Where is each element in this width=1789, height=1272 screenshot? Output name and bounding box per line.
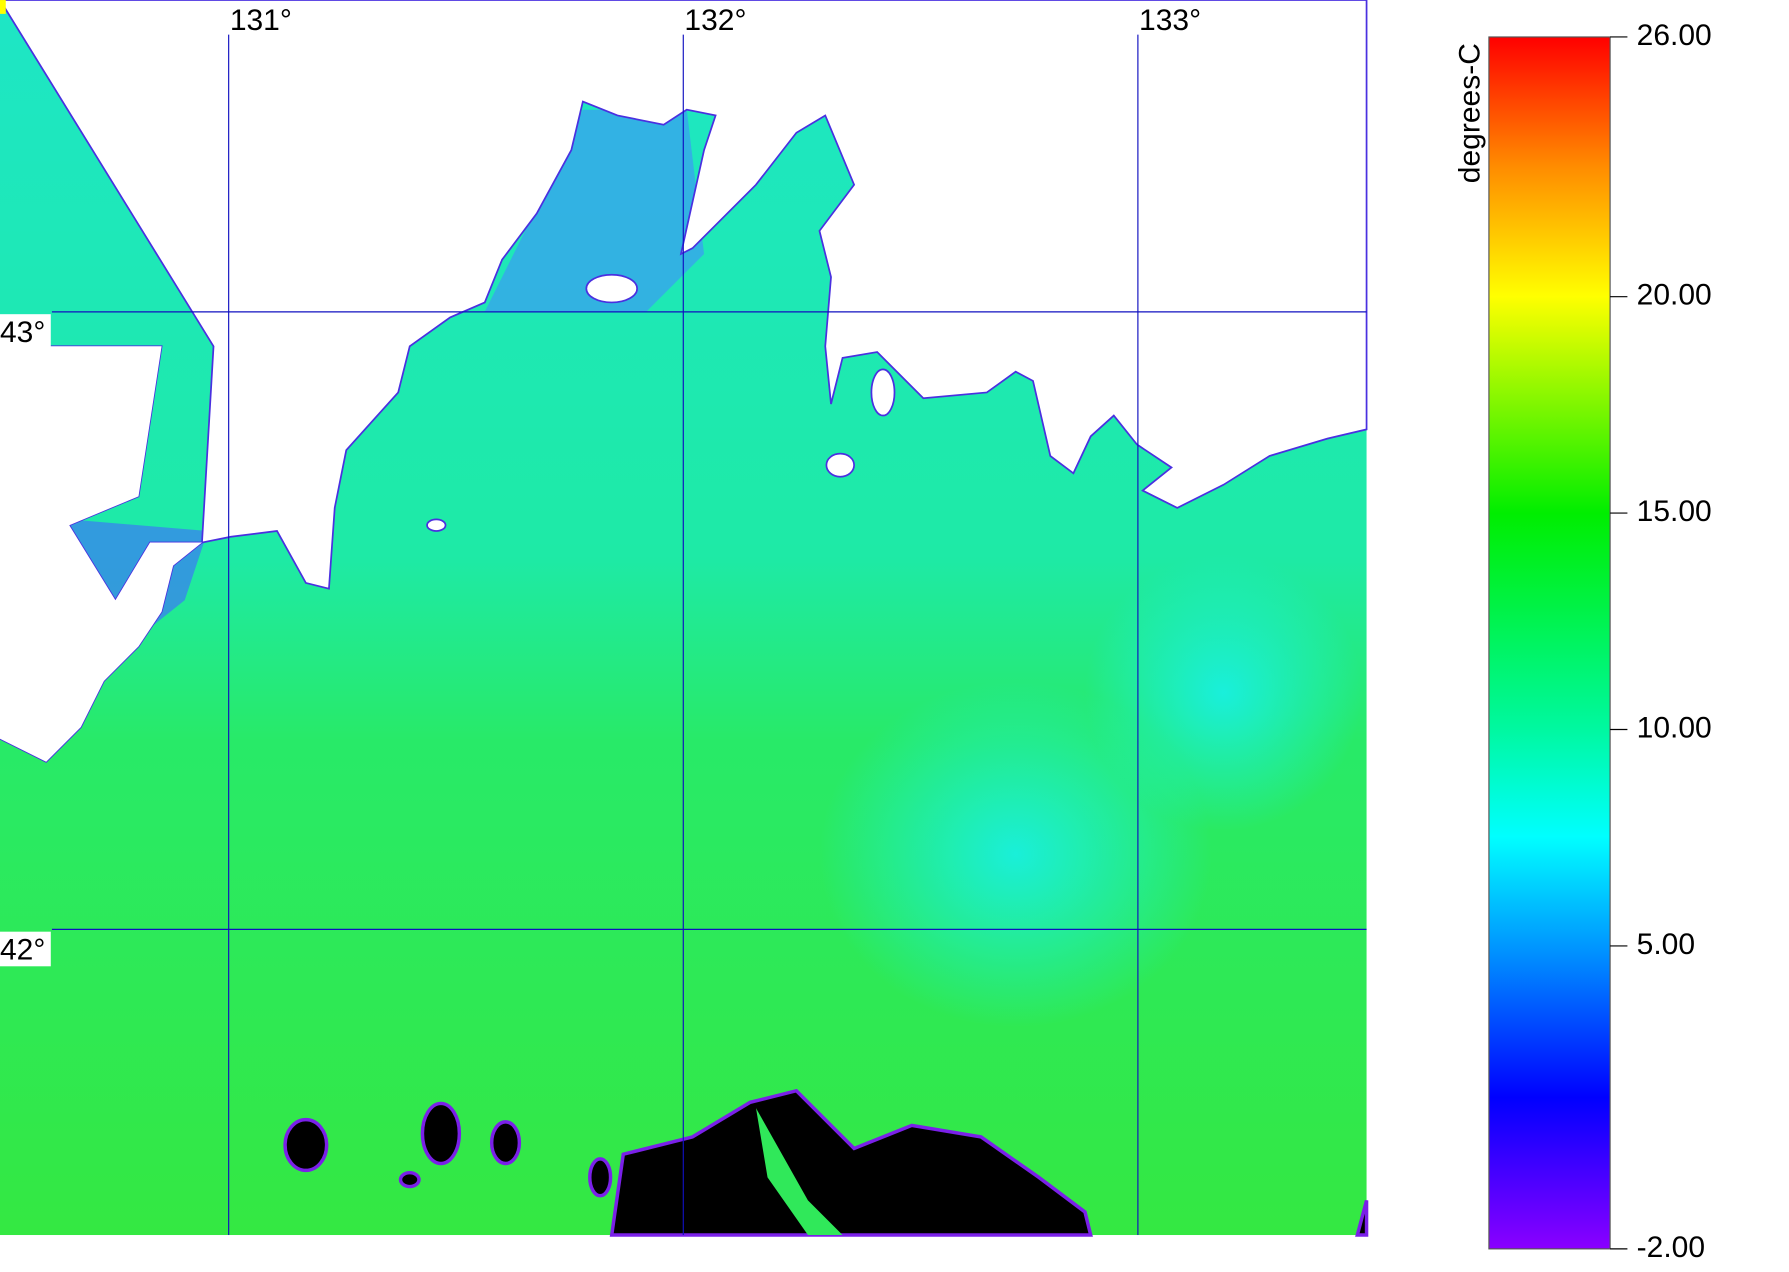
colorbar-tick-label: 5.00 [1637,928,1695,961]
lat-label: 43° [0,316,45,349]
lon-label: 131° [230,4,292,37]
islands [426,273,896,532]
lat-label-bg [0,931,51,967]
colorbar [1488,36,1611,1250]
lat-label-bg [0,314,51,349]
colorbar-tick-label: -2.00 [1637,1231,1705,1264]
colorbar-label: degrees-C [1454,43,1487,183]
lat-label: 42° [0,933,45,966]
bottom-land [283,1088,1369,1237]
cold-patch [1084,554,1362,832]
colorbar-tick-label: 26.00 [1637,19,1712,52]
inlet [755,1108,843,1236]
lon-label: 133° [1139,4,1201,37]
lon-label: 132° [684,4,746,37]
colorbar-tick-label: 10.00 [1637,711,1712,744]
bay-water [484,109,705,312]
colorbar-tick-label: 15.00 [1637,495,1712,528]
corner-mark [0,0,6,14]
land [0,346,202,762]
colorbar-tick-label: 20.00 [1637,279,1712,312]
